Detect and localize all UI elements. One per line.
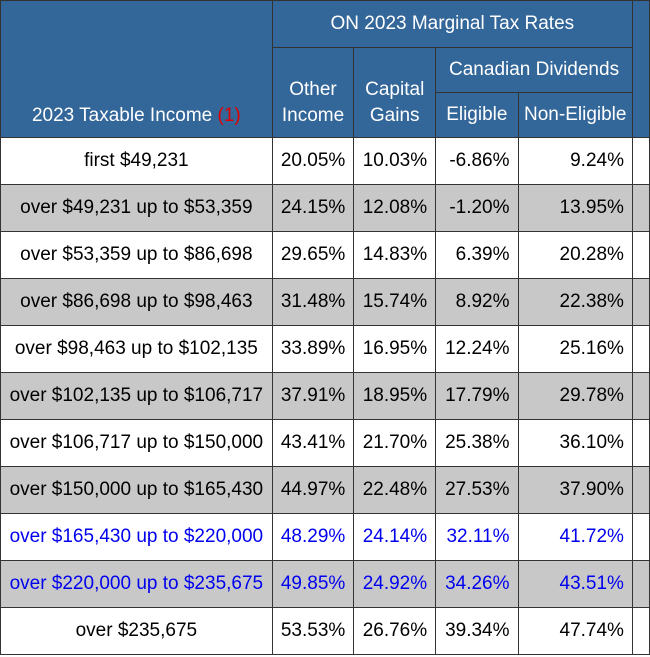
capital-gains-rate-cell: 24.14% bbox=[353, 513, 437, 561]
table-row: over $165,430 up to $220,000 48.29% 24.1… bbox=[0, 513, 650, 561]
capital-gains-rate-cell: 24.92% bbox=[353, 560, 437, 608]
capital-gains-rate-cell: 10.03% bbox=[353, 137, 437, 185]
non-eligible-dividend-rate-cell: 47.74% bbox=[517, 607, 633, 655]
capital-gains-rate-cell: 26.76% bbox=[353, 607, 437, 655]
other-income-rate-cell: 29.65% bbox=[271, 231, 355, 279]
eligible-header: Eligible bbox=[435, 92, 519, 138]
eligible-dividend-rate-cell: -1.20% bbox=[435, 184, 519, 232]
capital-gains-header-line2: Gains bbox=[369, 105, 420, 126]
header-row-groups: Other Income Capital Gains Canadian Divi… bbox=[1, 47, 650, 138]
non-eligible-dividend-rate-cell: 37.90% bbox=[517, 466, 633, 514]
eligible-dividend-rate-cell: 32.11% bbox=[435, 513, 519, 561]
row-edge-cell bbox=[631, 466, 650, 514]
income-bracket-cell: over $102,135 up to $106,717 bbox=[0, 372, 273, 420]
row-edge-cell bbox=[631, 513, 650, 561]
other-income-rate-cell: 33.89% bbox=[271, 325, 355, 373]
capital-gains-rate-cell: 12.08% bbox=[353, 184, 437, 232]
income-bracket-cell: over $53,359 up to $86,698 bbox=[0, 231, 273, 279]
table-header: 2023 Taxable Income (1) ON 2023 Marginal… bbox=[0, 0, 650, 138]
table-title: ON 2023 Marginal Tax Rates bbox=[271, 0, 633, 48]
other-income-rate-cell: 24.15% bbox=[271, 184, 355, 232]
non-eligible-header: Non-Eligible bbox=[517, 92, 633, 138]
header-row-dividend-types: Eligible Non-Eligible bbox=[1, 92, 650, 138]
non-eligible-dividend-rate-cell: 36.10% bbox=[517, 419, 633, 467]
income-bracket-cell: over $150,000 up to $165,430 bbox=[0, 466, 273, 514]
income-bracket-cell: over $235,675 bbox=[0, 607, 273, 655]
capital-gains-rate-cell: 21.70% bbox=[353, 419, 437, 467]
other-income-rate-cell: 37.91% bbox=[271, 372, 355, 420]
capital-gains-rate-cell: 22.48% bbox=[353, 466, 437, 514]
capital-gains-rate-cell: 16.95% bbox=[353, 325, 437, 373]
income-header-label: 2023 Taxable Income bbox=[31, 105, 213, 126]
income-bracket-cell: over $49,231 up to $53,359 bbox=[0, 184, 273, 232]
table-row: over $102,135 up to $106,717 37.91% 18.9… bbox=[0, 372, 650, 420]
row-edge-cell bbox=[631, 560, 650, 608]
capital-gains-rate-cell: 15.74% bbox=[353, 278, 437, 326]
row-edge-cell bbox=[631, 419, 650, 467]
table-row: over $150,000 up to $165,430 44.97% 22.4… bbox=[0, 466, 650, 514]
eligible-dividend-rate-cell: 27.53% bbox=[435, 466, 519, 514]
row-edge-cell bbox=[631, 184, 650, 232]
non-eligible-dividend-rate-cell: 9.24% bbox=[517, 137, 633, 185]
row-edge-cell bbox=[631, 231, 650, 279]
eligible-dividend-rate-cell: 25.38% bbox=[435, 419, 519, 467]
other-income-rate-cell: 43.41% bbox=[271, 419, 355, 467]
eligible-dividend-rate-cell: 6.39% bbox=[435, 231, 519, 279]
non-eligible-dividend-rate-cell: 22.38% bbox=[517, 278, 633, 326]
other-income-header-line1: Other bbox=[289, 79, 337, 100]
capital-gains-header-line1: Capital bbox=[365, 79, 425, 100]
eligible-dividend-rate-cell: 17.79% bbox=[435, 372, 519, 420]
table-row: over $106,717 up to $150,000 43.41% 21.7… bbox=[0, 419, 650, 467]
income-bracket-cell: first $49,231 bbox=[0, 137, 273, 185]
non-eligible-dividend-rate-cell: 13.95% bbox=[517, 184, 633, 232]
non-eligible-dividend-rate-cell: 25.16% bbox=[517, 325, 633, 373]
table-body: first $49,231 20.05% 10.03% -6.86% 9.24%… bbox=[0, 137, 650, 655]
row-edge-cell bbox=[631, 372, 650, 420]
eligible-dividend-rate-cell: 8.92% bbox=[435, 278, 519, 326]
income-column-header: 2023 Taxable Income (1) bbox=[0, 0, 273, 138]
table-row: over $49,231 up to $53,359 24.15% 12.08%… bbox=[0, 184, 650, 232]
capital-gains-rate-cell: 18.95% bbox=[353, 372, 437, 420]
non-eligible-dividend-rate-cell: 20.28% bbox=[517, 231, 633, 279]
header-row-title: 2023 Taxable Income (1) ON 2023 Marginal… bbox=[0, 0, 650, 138]
non-eligible-dividend-rate-cell: 43.51% bbox=[517, 560, 633, 608]
other-income-header: Other Income bbox=[271, 47, 355, 138]
other-income-header-line2: Income bbox=[281, 105, 345, 126]
eligible-dividend-rate-cell: 39.34% bbox=[435, 607, 519, 655]
table-row: over $235,675 53.53% 26.76% 39.34% 47.74… bbox=[0, 607, 650, 655]
eligible-dividend-rate-cell: -6.86% bbox=[435, 137, 519, 185]
non-eligible-dividend-rate-cell: 29.78% bbox=[517, 372, 633, 420]
header-edge-cell bbox=[631, 0, 650, 138]
capital-gains-header: Capital Gains bbox=[353, 47, 437, 138]
row-edge-cell bbox=[631, 278, 650, 326]
other-income-rate-cell: 48.29% bbox=[271, 513, 355, 561]
table-row: over $86,698 up to $98,463 31.48% 15.74%… bbox=[0, 278, 650, 326]
income-footnote-marker: (1) bbox=[217, 105, 241, 126]
canadian-dividends-header: Canadian Dividends bbox=[435, 47, 633, 93]
eligible-dividend-rate-cell: 12.24% bbox=[435, 325, 519, 373]
other-income-rate-cell: 44.97% bbox=[271, 466, 355, 514]
income-bracket-cell: over $86,698 up to $98,463 bbox=[0, 278, 273, 326]
income-bracket-cell: over $106,717 up to $150,000 bbox=[0, 419, 273, 467]
table-row: first $49,231 20.05% 10.03% -6.86% 9.24% bbox=[0, 137, 650, 185]
capital-gains-rate-cell: 14.83% bbox=[353, 231, 437, 279]
other-income-rate-cell: 31.48% bbox=[271, 278, 355, 326]
income-bracket-cell: over $165,430 up to $220,000 bbox=[0, 513, 273, 561]
income-bracket-cell: over $98,463 up to $102,135 bbox=[0, 325, 273, 373]
table-row: over $53,359 up to $86,698 29.65% 14.83%… bbox=[0, 231, 650, 279]
other-income-rate-cell: 53.53% bbox=[271, 607, 355, 655]
table-row: over $98,463 up to $102,135 33.89% 16.95… bbox=[0, 325, 650, 373]
row-edge-cell bbox=[631, 325, 650, 373]
other-income-rate-cell: 20.05% bbox=[271, 137, 355, 185]
row-edge-cell bbox=[631, 607, 650, 655]
row-edge-cell bbox=[631, 137, 650, 185]
other-income-rate-cell: 49.85% bbox=[271, 560, 355, 608]
income-bracket-cell: over $220,000 up to $235,675 bbox=[0, 560, 273, 608]
eligible-dividend-rate-cell: 34.26% bbox=[435, 560, 519, 608]
non-eligible-dividend-rate-cell: 41.72% bbox=[517, 513, 633, 561]
table-row: over $220,000 up to $235,675 49.85% 24.9… bbox=[0, 560, 650, 608]
